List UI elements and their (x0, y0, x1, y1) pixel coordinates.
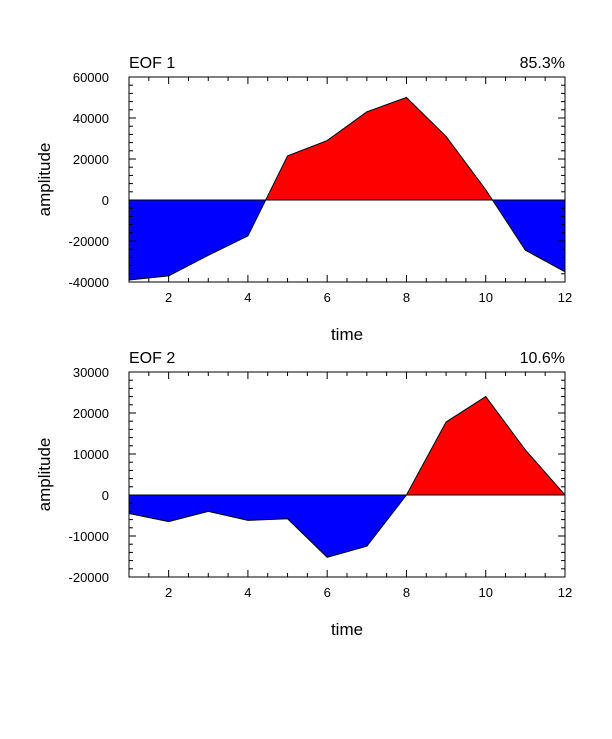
panel-title: EOF 1 (129, 55, 175, 72)
chart-panel-2: 2 4 6 8 10 12 -20000 -10000 0 10000 20000 30000 EOF … (35, 350, 572, 639)
x-tick-label: 8 (403, 585, 410, 600)
y-axis-title: amplitude (35, 438, 54, 512)
series-line (128, 395, 566, 558)
positive-area (129, 97, 565, 200)
x-tick-label: 6 (324, 585, 331, 600)
positive-area (129, 396, 565, 495)
y-tick-label: 40000 (73, 111, 109, 126)
y-tick-label: 30000 (73, 365, 109, 380)
chart-panel-1: 2 4 6 8 10 12 -40000 -20000 0 20000 40000 60000 EOF … (35, 55, 572, 344)
x-tick-label: 12 (558, 585, 572, 600)
x-tick-label: 10 (478, 585, 492, 600)
negative-area (129, 200, 565, 280)
y-tick-label: 20000 (73, 152, 109, 167)
variance-label: 85.3% (520, 55, 565, 72)
y-tick-label: 10000 (73, 447, 109, 462)
panel-title: EOF 2 (129, 350, 175, 367)
y-tick-label: 0 (102, 193, 109, 208)
negative-area (129, 495, 565, 558)
y-tick-label: 60000 (73, 70, 109, 85)
y-tick-label: 20000 (73, 406, 109, 421)
y-tick-label: 0 (102, 488, 109, 503)
x-tick-label: 4 (244, 585, 251, 600)
x-tick-label: 4 (244, 290, 251, 305)
x-tick-label: 6 (324, 290, 331, 305)
variance-label: 10.6% (520, 350, 565, 367)
y-tick-label: -20000 (69, 570, 109, 585)
y-tick-label: -20000 (69, 234, 109, 249)
x-tick-label: 2 (165, 585, 172, 600)
x-tick-label: 10 (478, 290, 492, 305)
y-axis-title: amplitude (35, 143, 54, 217)
x-tick-label: 8 (403, 290, 410, 305)
y-tick-label: -40000 (69, 275, 109, 290)
x-axis-title: time (331, 620, 363, 639)
x-tick-label: 12 (558, 290, 572, 305)
y-tick-label: -10000 (69, 529, 109, 544)
x-tick-label: 2 (165, 290, 172, 305)
x-axis-title: time (331, 325, 363, 344)
